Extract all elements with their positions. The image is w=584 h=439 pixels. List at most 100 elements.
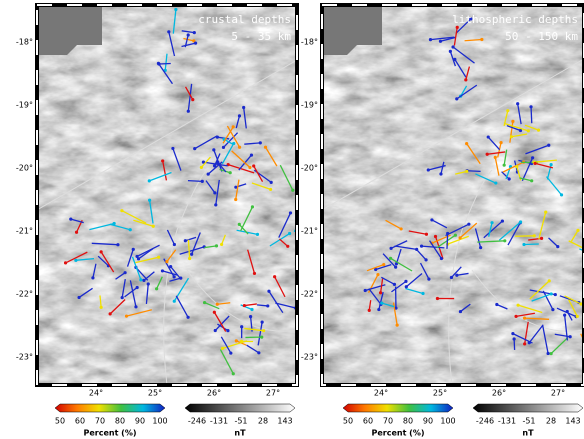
vector-head bbox=[186, 109, 190, 113]
nt-colorbar bbox=[184, 403, 296, 413]
vector-head bbox=[260, 320, 264, 324]
vector-head bbox=[527, 341, 531, 345]
vector-arrow bbox=[235, 179, 240, 200]
vector-arrow bbox=[115, 272, 126, 280]
vector-arrow bbox=[164, 53, 168, 71]
vector-head bbox=[479, 246, 483, 250]
vector-head bbox=[536, 128, 541, 132]
nt-tick-label: -131 bbox=[210, 417, 228, 426]
vector-arrow bbox=[207, 161, 223, 175]
vector-head bbox=[539, 236, 544, 240]
vector-head bbox=[514, 314, 518, 318]
percent-tick-label: 50 bbox=[343, 417, 353, 426]
vector-arrow bbox=[226, 125, 241, 148]
vector-head bbox=[547, 279, 551, 283]
vector-arrow bbox=[223, 132, 239, 148]
vector-arrow bbox=[244, 303, 257, 307]
vector-arrow bbox=[92, 263, 97, 278]
vector-arrow bbox=[214, 315, 230, 331]
vector-head bbox=[136, 257, 141, 261]
vector-head bbox=[291, 188, 295, 192]
vector-arrow bbox=[219, 349, 234, 375]
vector-head bbox=[522, 316, 527, 320]
vector-arrow bbox=[366, 263, 384, 272]
vector-head bbox=[199, 165, 203, 169]
vector-head bbox=[451, 45, 455, 49]
vector-arrow bbox=[220, 336, 232, 354]
vector-arrow bbox=[240, 304, 253, 311]
vector-head bbox=[192, 31, 196, 35]
vector-head bbox=[512, 337, 516, 341]
lat-label: -18° bbox=[16, 38, 33, 47]
map-subtitle: 50 - 150 km bbox=[505, 30, 578, 43]
vector-arrow bbox=[75, 257, 95, 261]
vector-arrow bbox=[213, 149, 223, 172]
vector-head bbox=[74, 258, 78, 262]
nt-tick-label: -131 bbox=[498, 417, 516, 426]
vector-head bbox=[288, 211, 293, 215]
vector-head bbox=[258, 141, 262, 145]
vector-head bbox=[186, 33, 190, 37]
vector-arrow bbox=[390, 240, 408, 249]
vector-arrow bbox=[217, 136, 230, 140]
vector-arrow bbox=[455, 170, 467, 175]
vector-arrow bbox=[136, 244, 160, 258]
vector-head bbox=[220, 242, 224, 247]
vector-head bbox=[556, 245, 560, 249]
vector-head bbox=[453, 57, 457, 61]
vector-arrow bbox=[184, 34, 189, 48]
vector-arrow bbox=[405, 272, 423, 288]
nt-tick-label: 143 bbox=[277, 417, 292, 426]
vector-head bbox=[424, 232, 429, 236]
vector-head bbox=[374, 267, 378, 272]
vector-head bbox=[404, 285, 408, 289]
vector-arrow bbox=[169, 277, 181, 282]
vector-arrow bbox=[181, 30, 195, 34]
vector-head bbox=[268, 187, 273, 192]
percent-tick-label: 80 bbox=[115, 417, 125, 426]
vector-arrow bbox=[546, 176, 563, 196]
boundary-line bbox=[448, 169, 493, 385]
vector-arrow bbox=[275, 302, 296, 309]
vector-head bbox=[529, 105, 533, 109]
vector-head bbox=[503, 239, 507, 243]
vector-head bbox=[146, 282, 150, 286]
boundary-line bbox=[186, 269, 297, 332]
relief-background bbox=[37, 5, 297, 385]
percent-title: Percent (%) bbox=[83, 429, 136, 438]
vector-head bbox=[399, 227, 403, 231]
vector-head bbox=[123, 271, 127, 275]
map-panel bbox=[322, 5, 584, 385]
vector-arrow bbox=[475, 173, 497, 184]
vector-arrow bbox=[99, 295, 102, 308]
vector-arrow bbox=[550, 336, 569, 355]
lat-label: -22° bbox=[301, 290, 318, 299]
nt-tick-label: -51 bbox=[234, 417, 247, 426]
vector-head bbox=[215, 302, 219, 306]
vector-head bbox=[234, 197, 238, 202]
vector-head bbox=[214, 244, 219, 248]
lat-label: -22° bbox=[16, 290, 33, 299]
vector-arrow bbox=[187, 179, 203, 183]
vector-head bbox=[220, 346, 225, 350]
vector-head bbox=[237, 222, 241, 226]
vector-head bbox=[120, 209, 124, 213]
percent-colorbar bbox=[54, 403, 166, 413]
vector-arrow bbox=[454, 59, 467, 78]
map-frame-inner bbox=[321, 4, 584, 386]
vector-head bbox=[455, 97, 459, 101]
percent-tick-label: 90 bbox=[423, 417, 433, 426]
vector-arrow bbox=[251, 182, 271, 191]
vector-head bbox=[134, 305, 138, 309]
vector-head bbox=[193, 147, 197, 151]
vector-head bbox=[428, 38, 433, 42]
vector-arrow bbox=[268, 290, 284, 314]
vector-head bbox=[424, 258, 428, 262]
vector-head bbox=[148, 198, 152, 202]
vector-head bbox=[269, 180, 273, 184]
vector-arrow bbox=[213, 311, 227, 332]
vector-head bbox=[379, 291, 383, 295]
vector-arrow bbox=[431, 219, 448, 229]
vector-head bbox=[377, 307, 381, 312]
vector-arrow bbox=[531, 293, 552, 302]
